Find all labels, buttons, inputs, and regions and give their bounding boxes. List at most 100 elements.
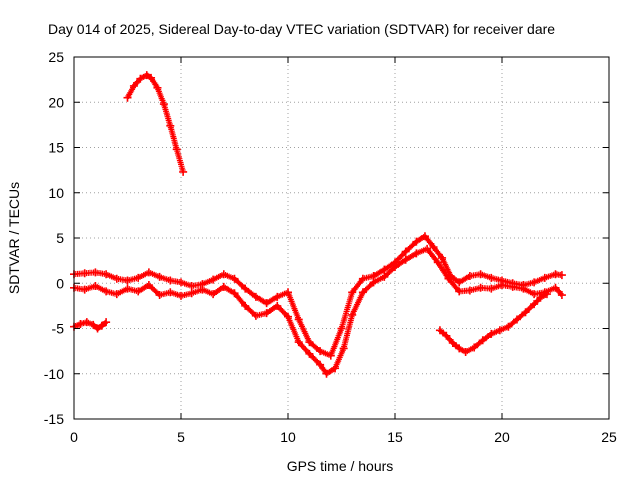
data-point [294, 338, 303, 347]
series-trace [71, 245, 564, 377]
series-arc-late-low [435, 290, 551, 357]
data-point [435, 326, 444, 335]
data-point [557, 291, 566, 300]
x-tick-label: 25 [601, 429, 617, 445]
data-point [136, 74, 145, 83]
data-point [134, 287, 143, 296]
data-point [166, 121, 175, 130]
data-point [219, 282, 228, 291]
data-point [444, 274, 453, 283]
data-point [91, 281, 100, 290]
data-point [326, 351, 335, 360]
data-point [521, 308, 530, 317]
data-point [530, 290, 539, 299]
data-point [262, 309, 271, 318]
data-point [487, 284, 496, 293]
chart-title: Day 014 of 2025, Sidereal Day-to-day VTE… [48, 21, 555, 37]
data-point [177, 291, 185, 300]
data-point [455, 344, 464, 353]
data-point [198, 285, 207, 294]
data-point [420, 232, 429, 241]
series-trace [436, 292, 549, 355]
data-point [187, 281, 196, 290]
y-tick-label: 15 [48, 140, 64, 156]
data-point [487, 273, 496, 282]
data-point [476, 283, 485, 292]
data-point [262, 299, 271, 308]
series-arc-early-high [123, 71, 188, 176]
data-point [401, 255, 410, 264]
data-point [316, 360, 325, 369]
y-tick-label: -5 [52, 321, 65, 337]
data-point [498, 281, 506, 290]
data-point [540, 273, 549, 282]
data-point [448, 338, 457, 347]
data-point [123, 276, 132, 285]
y-tick-label: 0 [56, 275, 64, 291]
data-point [369, 278, 378, 287]
data-point [348, 310, 357, 319]
data-point [97, 321, 106, 330]
data-point [487, 329, 496, 338]
data-point [294, 315, 303, 324]
data-point [102, 318, 111, 327]
data-point [401, 247, 410, 256]
data-point [423, 244, 432, 253]
data-point [91, 268, 100, 277]
data-point [391, 262, 399, 271]
data-point [530, 300, 539, 309]
data-point [412, 249, 421, 258]
x-axis-title: GPS time / hours [287, 458, 394, 474]
data-point [166, 288, 175, 297]
data-point [339, 344, 348, 353]
x-tick-label: 5 [177, 429, 185, 445]
data-point [465, 286, 474, 295]
data-point [542, 290, 551, 299]
data-point [159, 100, 168, 109]
data-point [251, 311, 260, 320]
data-point [495, 326, 504, 335]
data-point [455, 278, 464, 287]
series-arc-main-upper [70, 232, 566, 360]
data-point [147, 73, 156, 82]
data-point [144, 268, 153, 277]
y-tick-label: 20 [48, 94, 64, 110]
data-point [438, 253, 447, 262]
data-point [433, 258, 442, 267]
data-point [504, 322, 513, 331]
y-tick-label: 5 [56, 230, 64, 246]
data-point [551, 270, 560, 279]
data-point [316, 347, 325, 356]
chart-ticks: 0 5 10 15 20 25 -15 -10 -5 0 5 10 15 20 25 [44, 49, 617, 445]
data-point [102, 287, 111, 296]
data-point [557, 271, 566, 280]
data-point [102, 270, 111, 279]
data-point [461, 348, 470, 357]
data-point [551, 283, 560, 292]
data-point [470, 343, 479, 352]
data-point [80, 269, 89, 278]
x-tick-label: 10 [280, 429, 296, 445]
series-trace [71, 233, 564, 359]
x-tick-label: 20 [494, 429, 510, 445]
data-point [155, 272, 164, 281]
data-point [273, 301, 282, 310]
data-point [177, 278, 185, 287]
data-point [348, 288, 357, 297]
data-point [358, 288, 367, 297]
data-point [82, 318, 91, 327]
y-tick-label: 25 [48, 49, 64, 65]
chart-grid [74, 57, 609, 419]
data-point [478, 336, 487, 345]
data-point [153, 83, 162, 92]
data-point [112, 274, 121, 283]
data-point [284, 312, 292, 321]
data-point [134, 273, 143, 282]
data-point [284, 288, 292, 297]
data-point [112, 290, 121, 299]
data-point [337, 324, 346, 333]
y-tick-label: -15 [44, 411, 64, 427]
data-point [129, 81, 138, 90]
data-point [123, 284, 132, 293]
